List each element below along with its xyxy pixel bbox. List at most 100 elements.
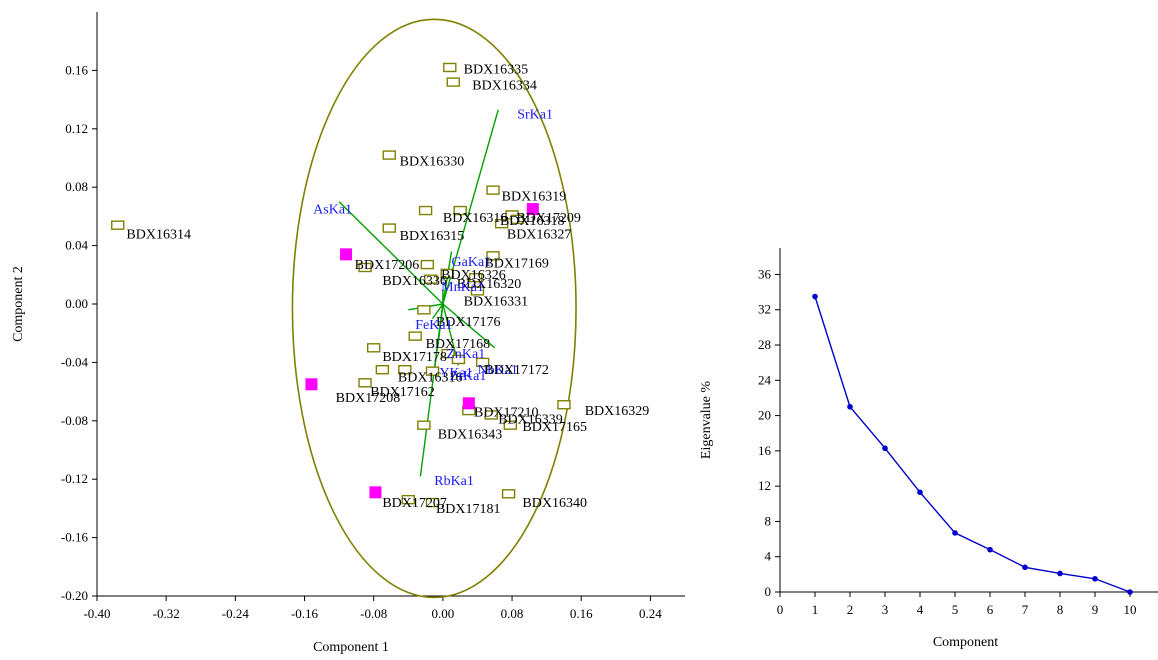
sample-label: BDX16336 [382, 274, 447, 289]
sample-point [382, 150, 396, 160]
sample-label: BDX16314 [126, 227, 191, 242]
loading-label: NbKa1 [477, 363, 517, 378]
sample-point [424, 274, 438, 284]
highlighted-point [526, 203, 539, 216]
loading-label: ZrKa1 [450, 369, 487, 384]
sample-point [557, 400, 571, 410]
eigenvalue-point [987, 546, 993, 553]
sample-point [398, 365, 412, 375]
sample-label: BDX17176 [436, 315, 501, 330]
sample-point [417, 305, 431, 315]
x-tick-label: -0.16 [291, 606, 319, 621]
sample-label: BDX16327 [507, 227, 572, 242]
scree-plot: 0 1 2 3 4 5 6 7 8 9 1036322824201612840ComponentEi… [699, 248, 1158, 650]
x-tick-label: 5 [952, 602, 959, 617]
sample-label: BDX17210 [474, 405, 539, 420]
eigenvalue-point [882, 445, 888, 452]
loading-label: SrKa1 [517, 108, 553, 123]
y-tick-label: 8 [765, 513, 772, 528]
sample-label: BDX16330 [400, 154, 465, 169]
sample-label: BDX17172 [484, 363, 549, 378]
highlighted-point [462, 397, 475, 410]
x-tick-label: -0.32 [153, 606, 180, 621]
loading-vector [419, 303, 444, 477]
sample-label: BDX16335 [464, 62, 529, 77]
sample-label: BDX16316 [443, 211, 508, 226]
sample-point [453, 205, 467, 216]
x-tick-label: 2 [847, 602, 854, 617]
sample-label: BDX17181 [436, 502, 501, 517]
sample-label: BDX17206 [355, 258, 420, 273]
loading-vector [338, 201, 444, 305]
eigenvalue-point [1057, 570, 1063, 577]
sample-label: BDX16326 [441, 268, 506, 283]
sample-label: BDX17165 [522, 420, 587, 435]
loading-label: RbKa1 [434, 474, 474, 489]
sample-label: BDX16331 [464, 294, 529, 309]
sample-point [503, 420, 518, 430]
pca-biplot: -0.40 -0.32 -0.24 -0.16 -0.08 0.00 0.08 0.16 0.2… [11, 12, 685, 655]
x-tick-label: -0.24 [222, 606, 250, 621]
y-tick-label: 20 [758, 408, 771, 423]
sample-label: BDX16343 [438, 427, 503, 442]
sample-point [484, 410, 499, 420]
loading-vector [442, 303, 496, 349]
sample-label: BDX16319 [502, 189, 567, 204]
y-tick-label: -0.16 [61, 530, 89, 545]
eigenvalue-point [917, 489, 923, 496]
y-tick-label: 0.00 [65, 296, 88, 311]
x-tick-label: 1 [812, 602, 819, 617]
sample-label: BDX16334 [472, 78, 537, 93]
sample-point [470, 286, 485, 296]
y-tick-label: 0 [765, 584, 772, 599]
x-tick-label: 7 [1022, 602, 1029, 617]
eigenvalue-point [952, 530, 958, 536]
y-tick-label: 4 [765, 549, 772, 564]
highlighted-point [340, 248, 353, 261]
sample-label: BDX17168 [426, 337, 491, 352]
sample-point [418, 205, 433, 216]
highlighted-point [369, 486, 382, 499]
x-tick-label: 0 [777, 602, 784, 617]
y-tick-label: 0.04 [65, 238, 88, 253]
loading-vector [431, 303, 444, 320]
sample-label: BDX16318 [500, 214, 565, 229]
eigenvalue-point [1022, 564, 1028, 571]
y-tick-label: 0.12 [65, 121, 88, 136]
x-tick-label: 0.08 [501, 606, 524, 621]
loading-label: GaKa1 [452, 255, 492, 270]
sample-label: BDX16316 [398, 370, 463, 385]
sample-point [425, 497, 440, 508]
loading-label: ZnKa1 [446, 347, 485, 362]
sample-point [475, 357, 490, 368]
y-tick-label: 12 [758, 478, 771, 493]
eigenvalue-point [1092, 575, 1098, 582]
sample-point [486, 251, 500, 261]
y-tick-label: -0.20 [61, 588, 88, 603]
loading-label: AsKa1 [313, 202, 352, 217]
x-tick-label: 0.16 [570, 606, 593, 621]
sample-label: BDX17169 [484, 257, 549, 272]
sample-label: BDX17209 [516, 211, 581, 226]
loading-label: MnKa1 [441, 280, 484, 295]
sample-point [382, 223, 396, 233]
eigenvalue-point [812, 293, 818, 300]
y-tick-label: 24 [758, 372, 772, 387]
sample-point [443, 62, 457, 73]
sample-label: BDX16329 [585, 404, 650, 419]
y-axis-title: Component 2 [11, 266, 26, 342]
sample-point [510, 214, 524, 225]
sample-label: BDX17178 [382, 350, 447, 365]
sample-label: BDX17208 [336, 391, 401, 406]
sample-point [441, 348, 455, 359]
sample-point [494, 218, 509, 229]
sample-label: BDX16320 [457, 277, 522, 292]
confidence-ellipse [291, 18, 577, 599]
sample-label: BDX17207 [382, 496, 447, 511]
sample-point [417, 420, 431, 430]
eigenvalue-point [847, 403, 853, 410]
sample-point [408, 331, 422, 341]
y-tick-label: 16 [758, 443, 772, 458]
sample-point [501, 489, 516, 499]
